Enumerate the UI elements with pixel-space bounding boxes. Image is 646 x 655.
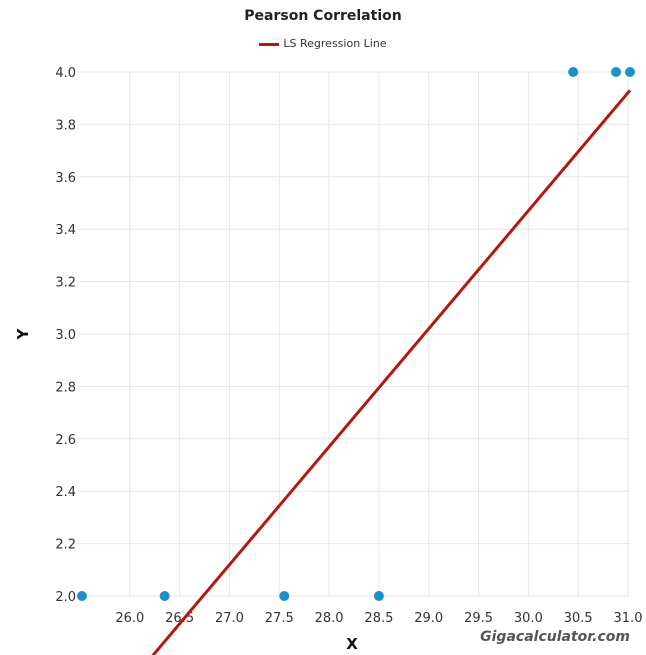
y-tick-label: 2.0: [55, 590, 76, 605]
y-tick-label: 2.4: [55, 485, 76, 500]
y-tick-label: 3.8: [55, 118, 76, 133]
legend-line-swatch: [259, 42, 280, 46]
data-point[interactable]: [625, 67, 635, 77]
y-tick-label: 2.8: [55, 380, 76, 395]
data-point[interactable]: [76, 591, 87, 601]
y-tick-label: 3.0: [55, 328, 76, 343]
x-tick-label: 31.0: [614, 611, 643, 626]
data-point[interactable]: [159, 591, 170, 601]
x-tick-label: 28.0: [315, 611, 344, 626]
y-axis-title: Y: [14, 327, 32, 340]
y-tick-label: 3.2: [55, 276, 76, 291]
y-tick-label: 2.6: [55, 433, 76, 448]
y-tick-label: 2.2: [55, 538, 76, 553]
chart-title: Pearson Correlation: [244, 8, 402, 24]
y-tick-label: 3.4: [55, 223, 76, 238]
data-point[interactable]: [611, 67, 622, 77]
data-point[interactable]: [568, 67, 579, 77]
y-tick-label: 4.0: [55, 66, 76, 81]
watermark: Gigacalculator.com: [480, 629, 630, 645]
y-tick-label: 3.6: [55, 171, 76, 186]
x-tick-label: 26.0: [115, 611, 144, 626]
x-axis-title: X: [346, 635, 358, 653]
regression-line[interactable]: [148, 89, 632, 655]
x-tick-label: 30.5: [564, 611, 593, 626]
x-tick-label: 28.5: [364, 611, 393, 626]
legend-label: LS Regression Line: [283, 37, 387, 50]
data-point[interactable]: [373, 591, 384, 601]
data-point[interactable]: [279, 591, 290, 601]
x-tick-label: 29.5: [464, 611, 493, 626]
x-tick-label: 29.0: [414, 611, 443, 626]
x-tick-label: 30.0: [514, 611, 543, 626]
x-tick-label: 27.0: [215, 611, 244, 626]
legend[interactable]: LS Regression Line: [0, 37, 646, 50]
x-tick-label: 27.5: [265, 611, 294, 626]
